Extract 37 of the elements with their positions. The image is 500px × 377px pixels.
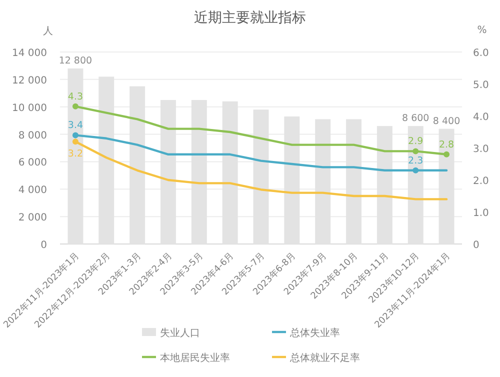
legend-label: 本地居民失业率 [160,352,230,364]
y2-tick-label: 6.0 [473,48,489,59]
y-tick-label: 0 [40,240,47,251]
data-label: 12 800 [58,55,92,66]
chart-title: 近期主要就业指标 [194,10,306,26]
data-label: 2.3 [408,155,424,166]
y-tick-label: 4 000 [18,185,47,196]
data-label: 3.2 [68,148,84,160]
point [72,132,78,138]
data-label: 8 600 [402,113,430,124]
point [412,148,419,154]
data-label: 2.9 [408,136,424,148]
y-tick-label: 8 000 [18,130,47,142]
legend-label: 失业人口 [160,327,200,339]
y2-axis-title: % [477,25,487,36]
y2-tick-label: 5.0 [473,80,489,91]
y-tick-label: 2 000 [18,212,47,224]
legend-label: 总体失业率 [289,327,340,339]
point [72,138,78,145]
y2-tick-label: 2.0 [473,176,489,187]
point [444,151,450,158]
y-tick-label: 12 000 [12,75,47,86]
y2-tick-label: 3.0 [473,144,489,155]
legend-label: 总体就业不足率 [289,352,360,364]
data-label: 4.3 [68,91,84,102]
y-axis-title: 人 [43,26,53,37]
data-label: 8 400 [432,116,460,127]
y2-tick-label: 0 [473,240,480,251]
y2-tick-label: 4.0 [473,112,489,123]
y-tick-label: 10 000 [12,102,47,114]
y-tick-label: 14 000 [12,48,47,59]
data-label: 3.4 [68,120,84,132]
y-tick-label: 6 000 [18,158,47,169]
point [412,167,419,174]
y2-tick-label: 1.0 [473,208,489,219]
point [72,103,78,110]
data-label: 2.8 [438,139,454,150]
